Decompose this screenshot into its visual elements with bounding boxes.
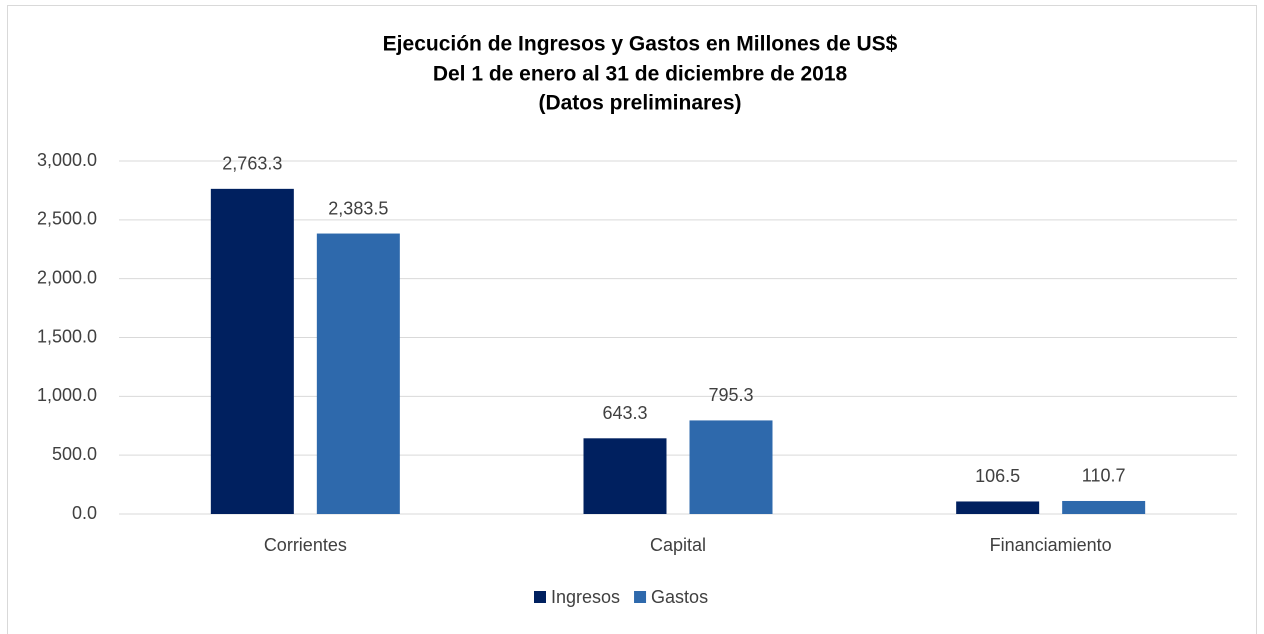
chart-title: Ejecución de Ingresos y Gastos en Millon… [383,33,898,56]
bar [210,188,294,515]
legend-label: Gastos [651,587,708,607]
y-tick-label: 2,000.0 [37,267,97,287]
y-tick-label: 1,500.0 [37,326,97,346]
legend-swatch [534,591,546,603]
chart-title: Del 1 de enero al 31 de diciembre de 201… [433,63,848,86]
bar [583,438,667,514]
legend-swatch [634,591,647,603]
x-tick-label: Financiamiento [990,535,1112,555]
legend-label: Ingresos [551,587,620,607]
chart-title: (Datos preliminares) [538,92,741,115]
data-label: 110.7 [1082,466,1126,486]
bar [1062,500,1146,514]
data-label: 106.5 [975,466,1020,486]
bar [689,420,773,514]
y-tick-label: 500.0 [52,444,97,464]
data-label: 795.3 [708,385,753,405]
y-tick-label: 2,500.0 [37,209,97,229]
data-label: 643.3 [602,403,647,423]
bar [956,501,1040,514]
data-label: 2,763.3 [222,154,282,174]
y-tick-label: 0.0 [72,503,97,523]
x-tick-label: Corrientes [264,535,347,555]
y-tick-label: 3,000.0 [37,150,97,170]
x-tick-label: Capital [650,535,706,555]
bar [316,233,400,514]
data-label: 2,383.5 [328,198,388,218]
y-tick-label: 1,000.0 [37,385,97,405]
